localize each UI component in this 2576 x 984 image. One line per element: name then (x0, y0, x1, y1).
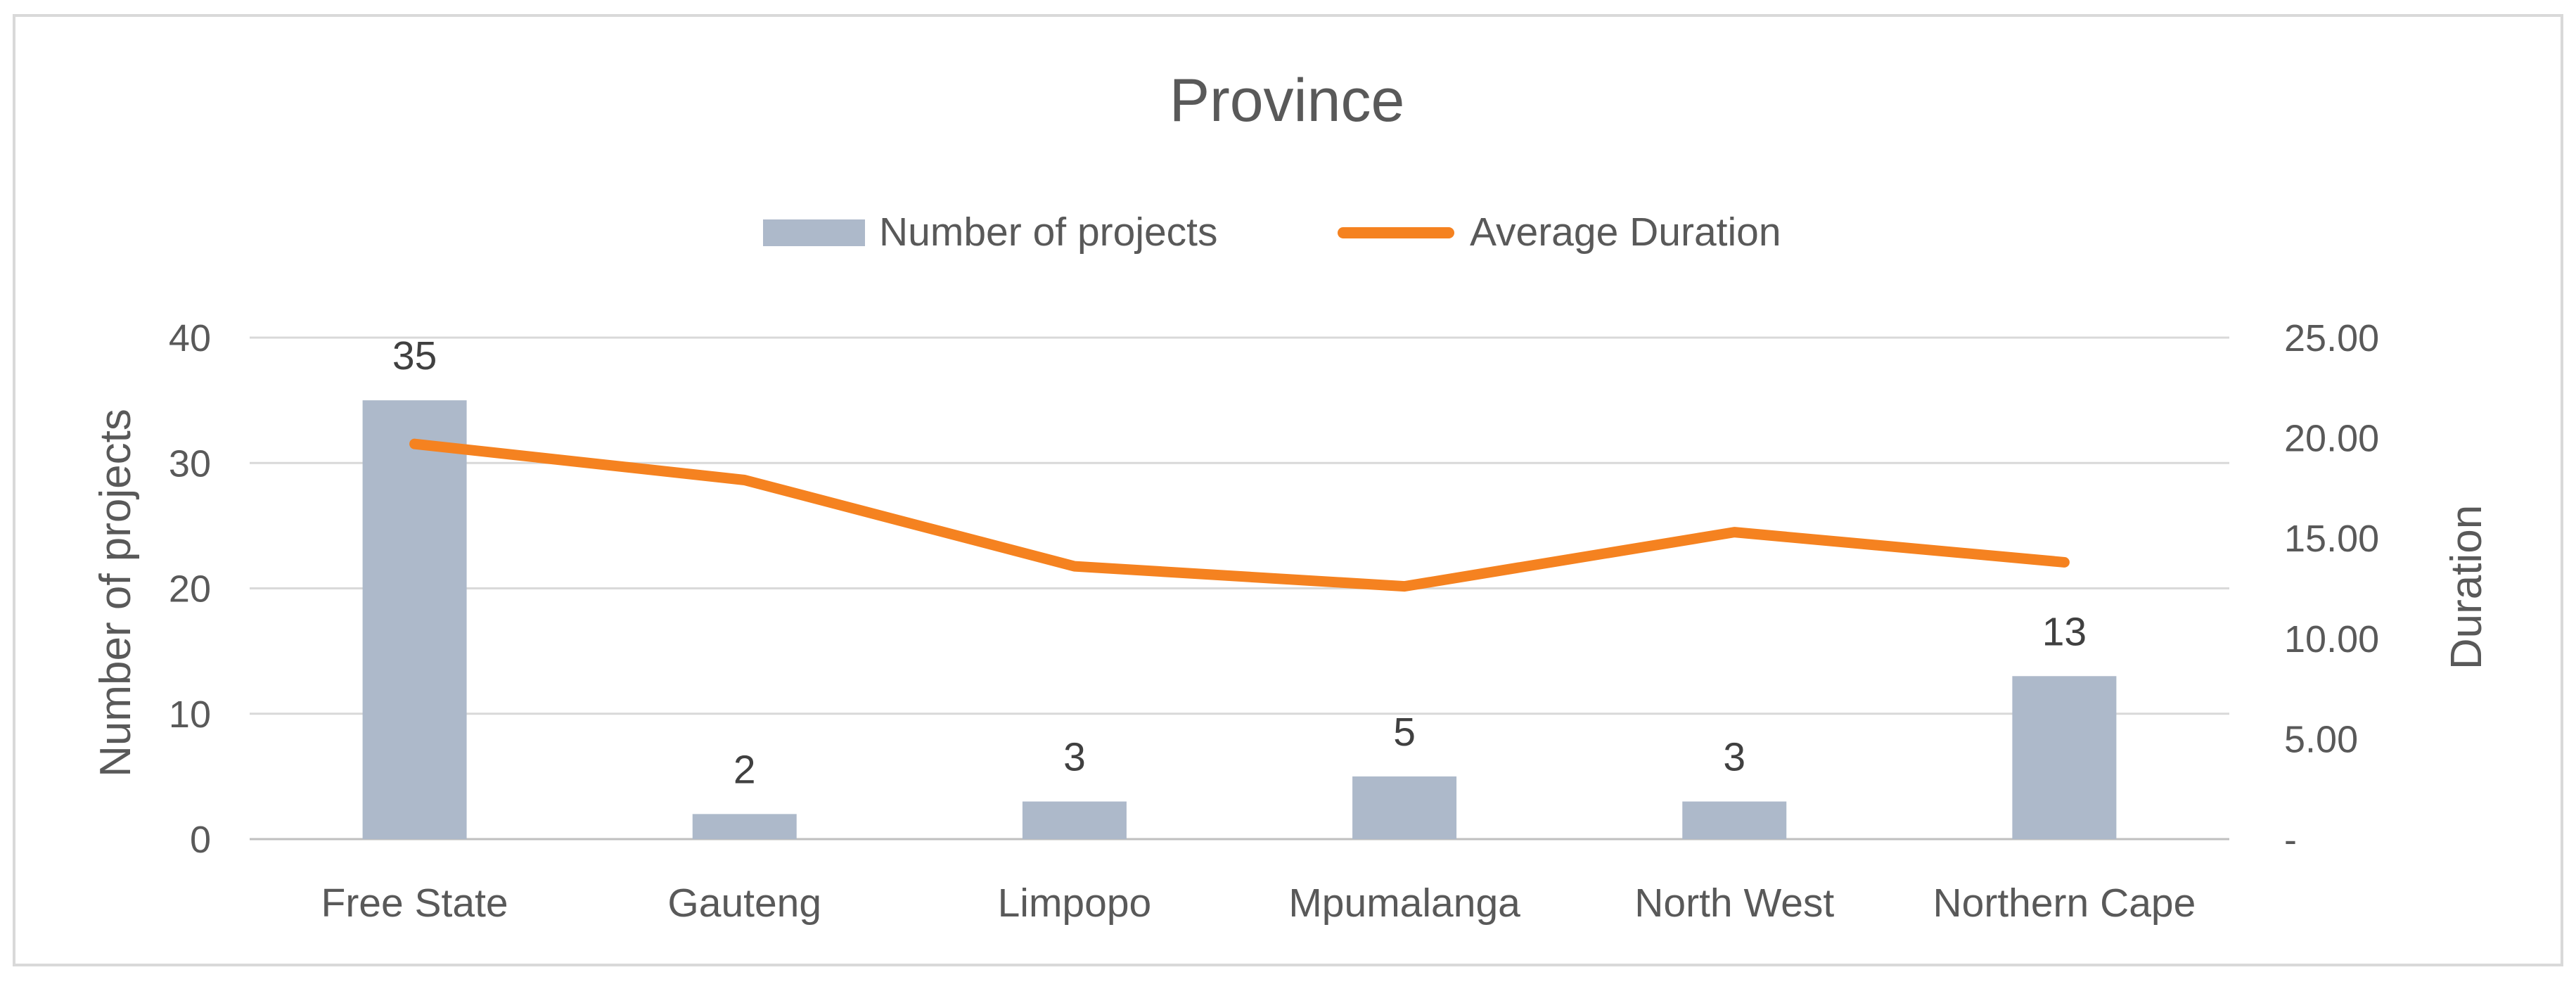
x-tick-label: North West (1634, 881, 1834, 926)
y-tick-label: 20 (169, 568, 211, 611)
bar-free-state (363, 400, 467, 839)
y2-tick-label: 25.00 (2284, 317, 2379, 359)
y2-tick-label: 15.00 (2284, 518, 2379, 560)
y2-tick-label: - (2284, 819, 2297, 861)
bar-data-label: 13 (2042, 609, 2087, 654)
bar-northern-cape (2012, 676, 2116, 839)
bar-data-label: 3 (1063, 735, 1086, 780)
bar-data-label: 2 (733, 747, 756, 792)
y-axis-title: Number of projects (91, 409, 140, 777)
y-tick-label: 40 (169, 317, 211, 359)
y2-tick-label: 20.00 (2284, 418, 2379, 460)
x-tick-label: Free State (321, 881, 508, 926)
y-tick-label: 10 (169, 694, 211, 736)
bar-mpumalanga (1352, 777, 1456, 839)
bar-limpopo (1023, 802, 1127, 839)
bar-data-label: 5 (1393, 710, 1416, 755)
bar-data-label: 35 (392, 333, 437, 378)
x-tick-label: Northern Cape (1933, 881, 2196, 926)
legend-label-number-of-projects: Number of projects (879, 210, 1218, 255)
chart-title: Province (1170, 67, 1405, 134)
x-tick-label: Gauteng (667, 881, 821, 926)
y2-axis-title: Duration (2442, 505, 2491, 670)
bar-north-west (1682, 802, 1786, 839)
y-tick-label: 0 (190, 819, 211, 861)
y-tick-label: 30 (169, 442, 211, 485)
legend-label-average-duration: Average Duration (1470, 210, 1781, 255)
y2-tick-label: 5.00 (2284, 718, 2358, 760)
bar-data-label: 3 (1723, 735, 1745, 780)
bar-gauteng (693, 814, 797, 839)
legend-swatch-number-of-projects (763, 219, 865, 246)
y2-tick-label: 10.00 (2284, 618, 2379, 660)
x-tick-label: Mpumalanga (1288, 881, 1520, 926)
x-tick-label: Limpopo (998, 881, 1152, 926)
